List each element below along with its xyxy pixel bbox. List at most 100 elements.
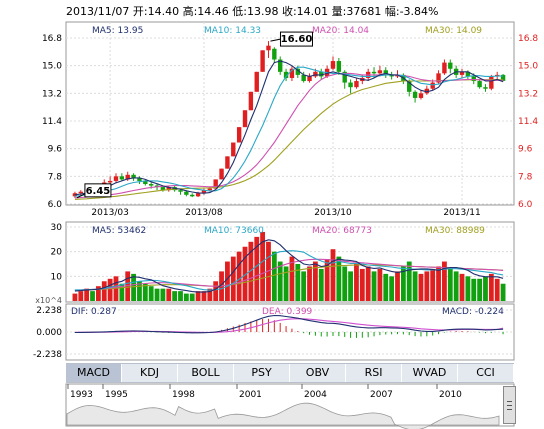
tab-obv[interactable]: OBV xyxy=(290,364,346,382)
volume-bar xyxy=(459,273,465,301)
grip-line xyxy=(507,409,512,410)
low-price-label: 6.45 xyxy=(86,186,111,197)
volume-bar xyxy=(277,261,283,301)
candle-body xyxy=(178,190,183,192)
volume-bar xyxy=(342,266,348,301)
volume-bar xyxy=(318,268,324,301)
candle-body xyxy=(342,71,347,83)
candle-body xyxy=(160,187,166,191)
volume-ma-legend: MA20: 68773 xyxy=(312,226,372,236)
price-tick-left: 16.8 xyxy=(42,34,62,44)
volume-ma20-line xyxy=(74,258,504,291)
candle-body xyxy=(272,48,277,60)
volume-bar xyxy=(142,283,148,301)
volume-bar xyxy=(354,264,359,301)
macd-tick: 0.000 xyxy=(36,328,62,338)
volume-bar xyxy=(471,278,477,301)
price-tick-right: 16.8 xyxy=(518,34,538,44)
candle-body xyxy=(283,71,289,78)
candle-body xyxy=(242,110,248,128)
candle-body xyxy=(266,45,271,51)
candle-body xyxy=(348,82,353,88)
volume-bar xyxy=(465,276,471,301)
price-tick-left: 6.0 xyxy=(48,200,63,210)
candle-body xyxy=(295,68,300,75)
price-tick-left: 15.0 xyxy=(42,62,62,72)
volume-bar xyxy=(406,261,412,301)
macd-dif-label: DIF: 0.287 xyxy=(71,307,117,317)
volume-bar xyxy=(201,291,207,301)
macd-tick: 2.238 xyxy=(36,306,62,316)
volume-bar xyxy=(160,288,166,301)
navigator-year-label: 1993 xyxy=(70,390,93,400)
volume-ma-legend: MA5: 53462 xyxy=(92,226,146,236)
volume-bar xyxy=(225,261,230,301)
volume-bar xyxy=(125,271,131,301)
volume-bar xyxy=(172,291,178,301)
volume-bar xyxy=(95,286,101,301)
candle-body xyxy=(459,71,465,75)
tab-boll[interactable]: BOLL xyxy=(178,364,234,382)
candle-body xyxy=(231,142,236,157)
macd-dif-line xyxy=(74,314,504,334)
tab-cci[interactable]: CCI xyxy=(458,364,514,382)
volume-bar xyxy=(295,264,301,301)
tab-wvad[interactable]: WVAD xyxy=(402,364,458,382)
price-tick-left: 7.8 xyxy=(48,172,63,182)
candle-body xyxy=(418,93,424,98)
volume-bar xyxy=(483,276,488,301)
tab-macd[interactable]: MACD xyxy=(66,364,122,382)
volume-bar xyxy=(207,288,213,301)
candle-body xyxy=(377,70,383,74)
candle-body xyxy=(477,81,482,88)
tab-psy[interactable]: PSY xyxy=(234,364,290,382)
price-ma20-line xyxy=(74,72,504,199)
volume-bar xyxy=(119,283,125,301)
price-ma10-line xyxy=(74,66,504,197)
volume-bar xyxy=(389,276,395,301)
candle-body xyxy=(195,193,201,197)
candle-body xyxy=(336,61,342,72)
volume-bar xyxy=(101,281,107,301)
volume-ma-legend: MA10: 73660 xyxy=(204,226,264,236)
volume-bar xyxy=(289,256,295,301)
volume-bar xyxy=(500,283,506,301)
candle-body xyxy=(190,194,195,197)
volume-bar xyxy=(436,266,441,301)
candle-body xyxy=(148,184,154,186)
volume-bar xyxy=(377,268,383,301)
volume-bar xyxy=(84,288,90,301)
volume-bar xyxy=(395,271,400,301)
volume-bar xyxy=(412,271,418,301)
candle-body xyxy=(319,71,324,77)
volume-bar xyxy=(236,251,242,301)
candle-body xyxy=(436,73,441,83)
macd-dea-label: DEA: 0.399 xyxy=(262,307,313,317)
candle-body xyxy=(166,187,171,191)
candle-body xyxy=(184,191,189,195)
volume-bar xyxy=(242,246,248,301)
candle-body xyxy=(143,180,148,185)
volume-bar xyxy=(430,268,436,301)
candle-body xyxy=(254,71,259,92)
volume-bar xyxy=(271,251,277,301)
volume-bar xyxy=(424,271,430,301)
volume-bar xyxy=(348,271,353,301)
candle-body xyxy=(78,191,83,194)
volume-bar xyxy=(213,281,219,301)
navigator-scroll-handle[interactable] xyxy=(503,386,516,424)
tab-rsi[interactable]: RSI xyxy=(346,364,402,382)
candle-body xyxy=(383,70,388,75)
volume-bar xyxy=(195,291,201,301)
volume-ma5-line xyxy=(74,239,504,293)
volume-bar xyxy=(107,278,113,301)
candle-body xyxy=(219,168,224,180)
tab-kdj[interactable]: KDJ xyxy=(122,364,178,382)
candle-body xyxy=(207,188,213,191)
grip-line xyxy=(507,401,512,402)
candle-body xyxy=(330,61,336,69)
volume-bar xyxy=(148,286,154,301)
volume-bar xyxy=(494,278,500,301)
